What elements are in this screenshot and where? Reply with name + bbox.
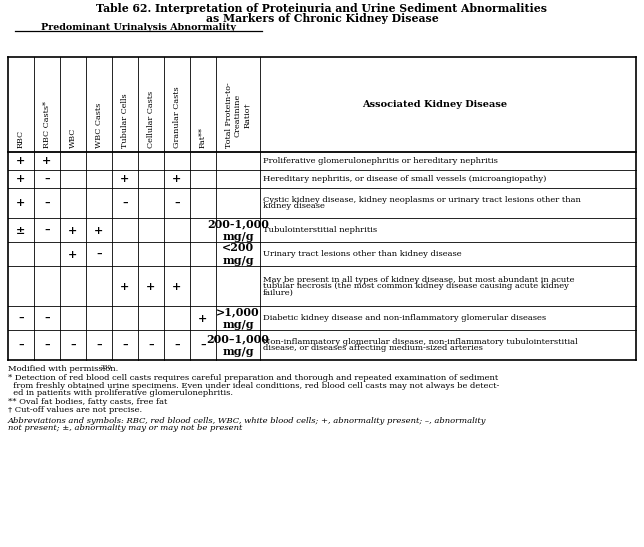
- Text: +: +: [173, 173, 182, 184]
- Text: Total Protein-to-
Creatinine
Ratio†: Total Protein-to- Creatinine Ratio†: [225, 82, 251, 148]
- Text: –: –: [122, 197, 128, 208]
- Text: +: +: [198, 312, 207, 323]
- Text: Cellular Casts: Cellular Casts: [147, 91, 155, 148]
- Text: Abbreviations and symbols: RBC, red blood cells, WBC, white blood cells; +, abno: Abbreviations and symbols: RBC, red bloo…: [8, 417, 486, 425]
- Text: –: –: [44, 197, 50, 208]
- Text: Cystic kidney disease, kidney neoplasms or urinary tract lesions other than: Cystic kidney disease, kidney neoplasms …: [263, 196, 581, 203]
- Text: not present; ±, abnormality may or may not be present: not present; ±, abnormality may or may n…: [8, 424, 242, 433]
- Text: +: +: [95, 224, 104, 236]
- Text: >1,000
mg/g: >1,000 mg/g: [216, 306, 260, 330]
- Text: +: +: [120, 281, 129, 292]
- Text: +: +: [16, 173, 26, 184]
- Text: Diabetic kidney disease and non-inflammatory glomerular diseases: Diabetic kidney disease and non-inflamma…: [263, 314, 546, 322]
- Text: WBC: WBC: [69, 127, 77, 148]
- Text: Hereditary nephritis, or disease of small vessels (microangiopathy): Hereditary nephritis, or disease of smal…: [263, 175, 546, 183]
- Text: Predominant Urinalysis Abnormality: Predominant Urinalysis Abnormality: [41, 23, 236, 32]
- Text: from freshly obtained urine specimens. Even under ideal conditions, red blood ce: from freshly obtained urine specimens. E…: [8, 381, 499, 389]
- Text: 200-1,000
mg/g: 200-1,000 mg/g: [207, 218, 269, 242]
- Text: +: +: [173, 281, 182, 292]
- Text: 230: 230: [101, 365, 112, 370]
- Text: +: +: [43, 155, 52, 166]
- Text: +: +: [146, 281, 156, 292]
- Text: Granular Casts: Granular Casts: [173, 86, 181, 148]
- Text: –: –: [44, 173, 50, 184]
- Text: –: –: [174, 340, 180, 351]
- Text: WBC Casts: WBC Casts: [95, 103, 103, 148]
- Text: Tubular Cells: Tubular Cells: [121, 94, 129, 148]
- Text: <200
mg/g: <200 mg/g: [222, 242, 254, 266]
- Text: Table 62. Interpretation of Proteinuria and Urine Sediment Abnormalities: Table 62. Interpretation of Proteinuria …: [97, 3, 547, 14]
- Text: kidney disease: kidney disease: [263, 202, 325, 210]
- Text: –: –: [96, 248, 102, 259]
- Text: disease, or diseases affecting medium-sized arteries: disease, or diseases affecting medium-si…: [263, 344, 483, 352]
- Text: –: –: [200, 340, 206, 351]
- Text: 200–1,000
mg/g: 200–1,000 mg/g: [207, 333, 269, 357]
- Text: +: +: [16, 197, 26, 208]
- Text: tubular necrosis (the most common kidney disease causing acute kidney: tubular necrosis (the most common kidney…: [263, 282, 569, 290]
- Text: ** Oval fat bodies, fatty casts, free fat: ** Oval fat bodies, fatty casts, free fa…: [8, 398, 167, 406]
- Text: Fat**: Fat**: [199, 127, 207, 148]
- Text: ed in patients with proliferative glomerulonephritis.: ed in patients with proliferative glomer…: [8, 389, 233, 397]
- Text: –: –: [122, 340, 128, 351]
- Text: –: –: [148, 340, 154, 351]
- Text: † Cut-off values are not precise.: † Cut-off values are not precise.: [8, 406, 142, 414]
- Text: –: –: [70, 340, 76, 351]
- Text: RBC Casts*: RBC Casts*: [43, 101, 51, 148]
- Text: Non-inflammatory glomerular disease, non-inflammatory tubulointerstitial: Non-inflammatory glomerular disease, non…: [263, 337, 578, 346]
- Text: –: –: [44, 224, 50, 236]
- Text: +: +: [16, 155, 26, 166]
- Text: Associated Kidney Disease: Associated Kidney Disease: [363, 100, 507, 109]
- Text: +: +: [68, 224, 78, 236]
- Text: Urinary tract lesions other than kidney disease: Urinary tract lesions other than kidney …: [263, 250, 462, 258]
- Text: Proliferative glomerulonephritis or hereditary nephritis: Proliferative glomerulonephritis or here…: [263, 157, 498, 165]
- Text: Modified with permission.: Modified with permission.: [8, 365, 118, 373]
- Text: –: –: [96, 340, 102, 351]
- Text: –: –: [44, 312, 50, 323]
- Text: +: +: [68, 248, 78, 259]
- Text: –: –: [44, 340, 50, 351]
- Text: –: –: [18, 340, 24, 351]
- Text: –: –: [174, 197, 180, 208]
- Text: as Markers of Chronic Kidney Disease: as Markers of Chronic Kidney Disease: [205, 13, 439, 24]
- Text: –: –: [18, 312, 24, 323]
- Text: +: +: [120, 173, 129, 184]
- Text: May be present in all types of kidney disease, but most abundant in acute: May be present in all types of kidney di…: [263, 276, 574, 283]
- Text: failure): failure): [263, 288, 294, 296]
- Text: ±: ±: [16, 224, 26, 236]
- Text: * Detection of red blood cell casts requires careful preparation and thorough an: * Detection of red blood cell casts requ…: [8, 374, 498, 382]
- Text: Tubulointerstitial nephritis: Tubulointerstitial nephritis: [263, 226, 377, 234]
- Text: RBC: RBC: [17, 130, 25, 148]
